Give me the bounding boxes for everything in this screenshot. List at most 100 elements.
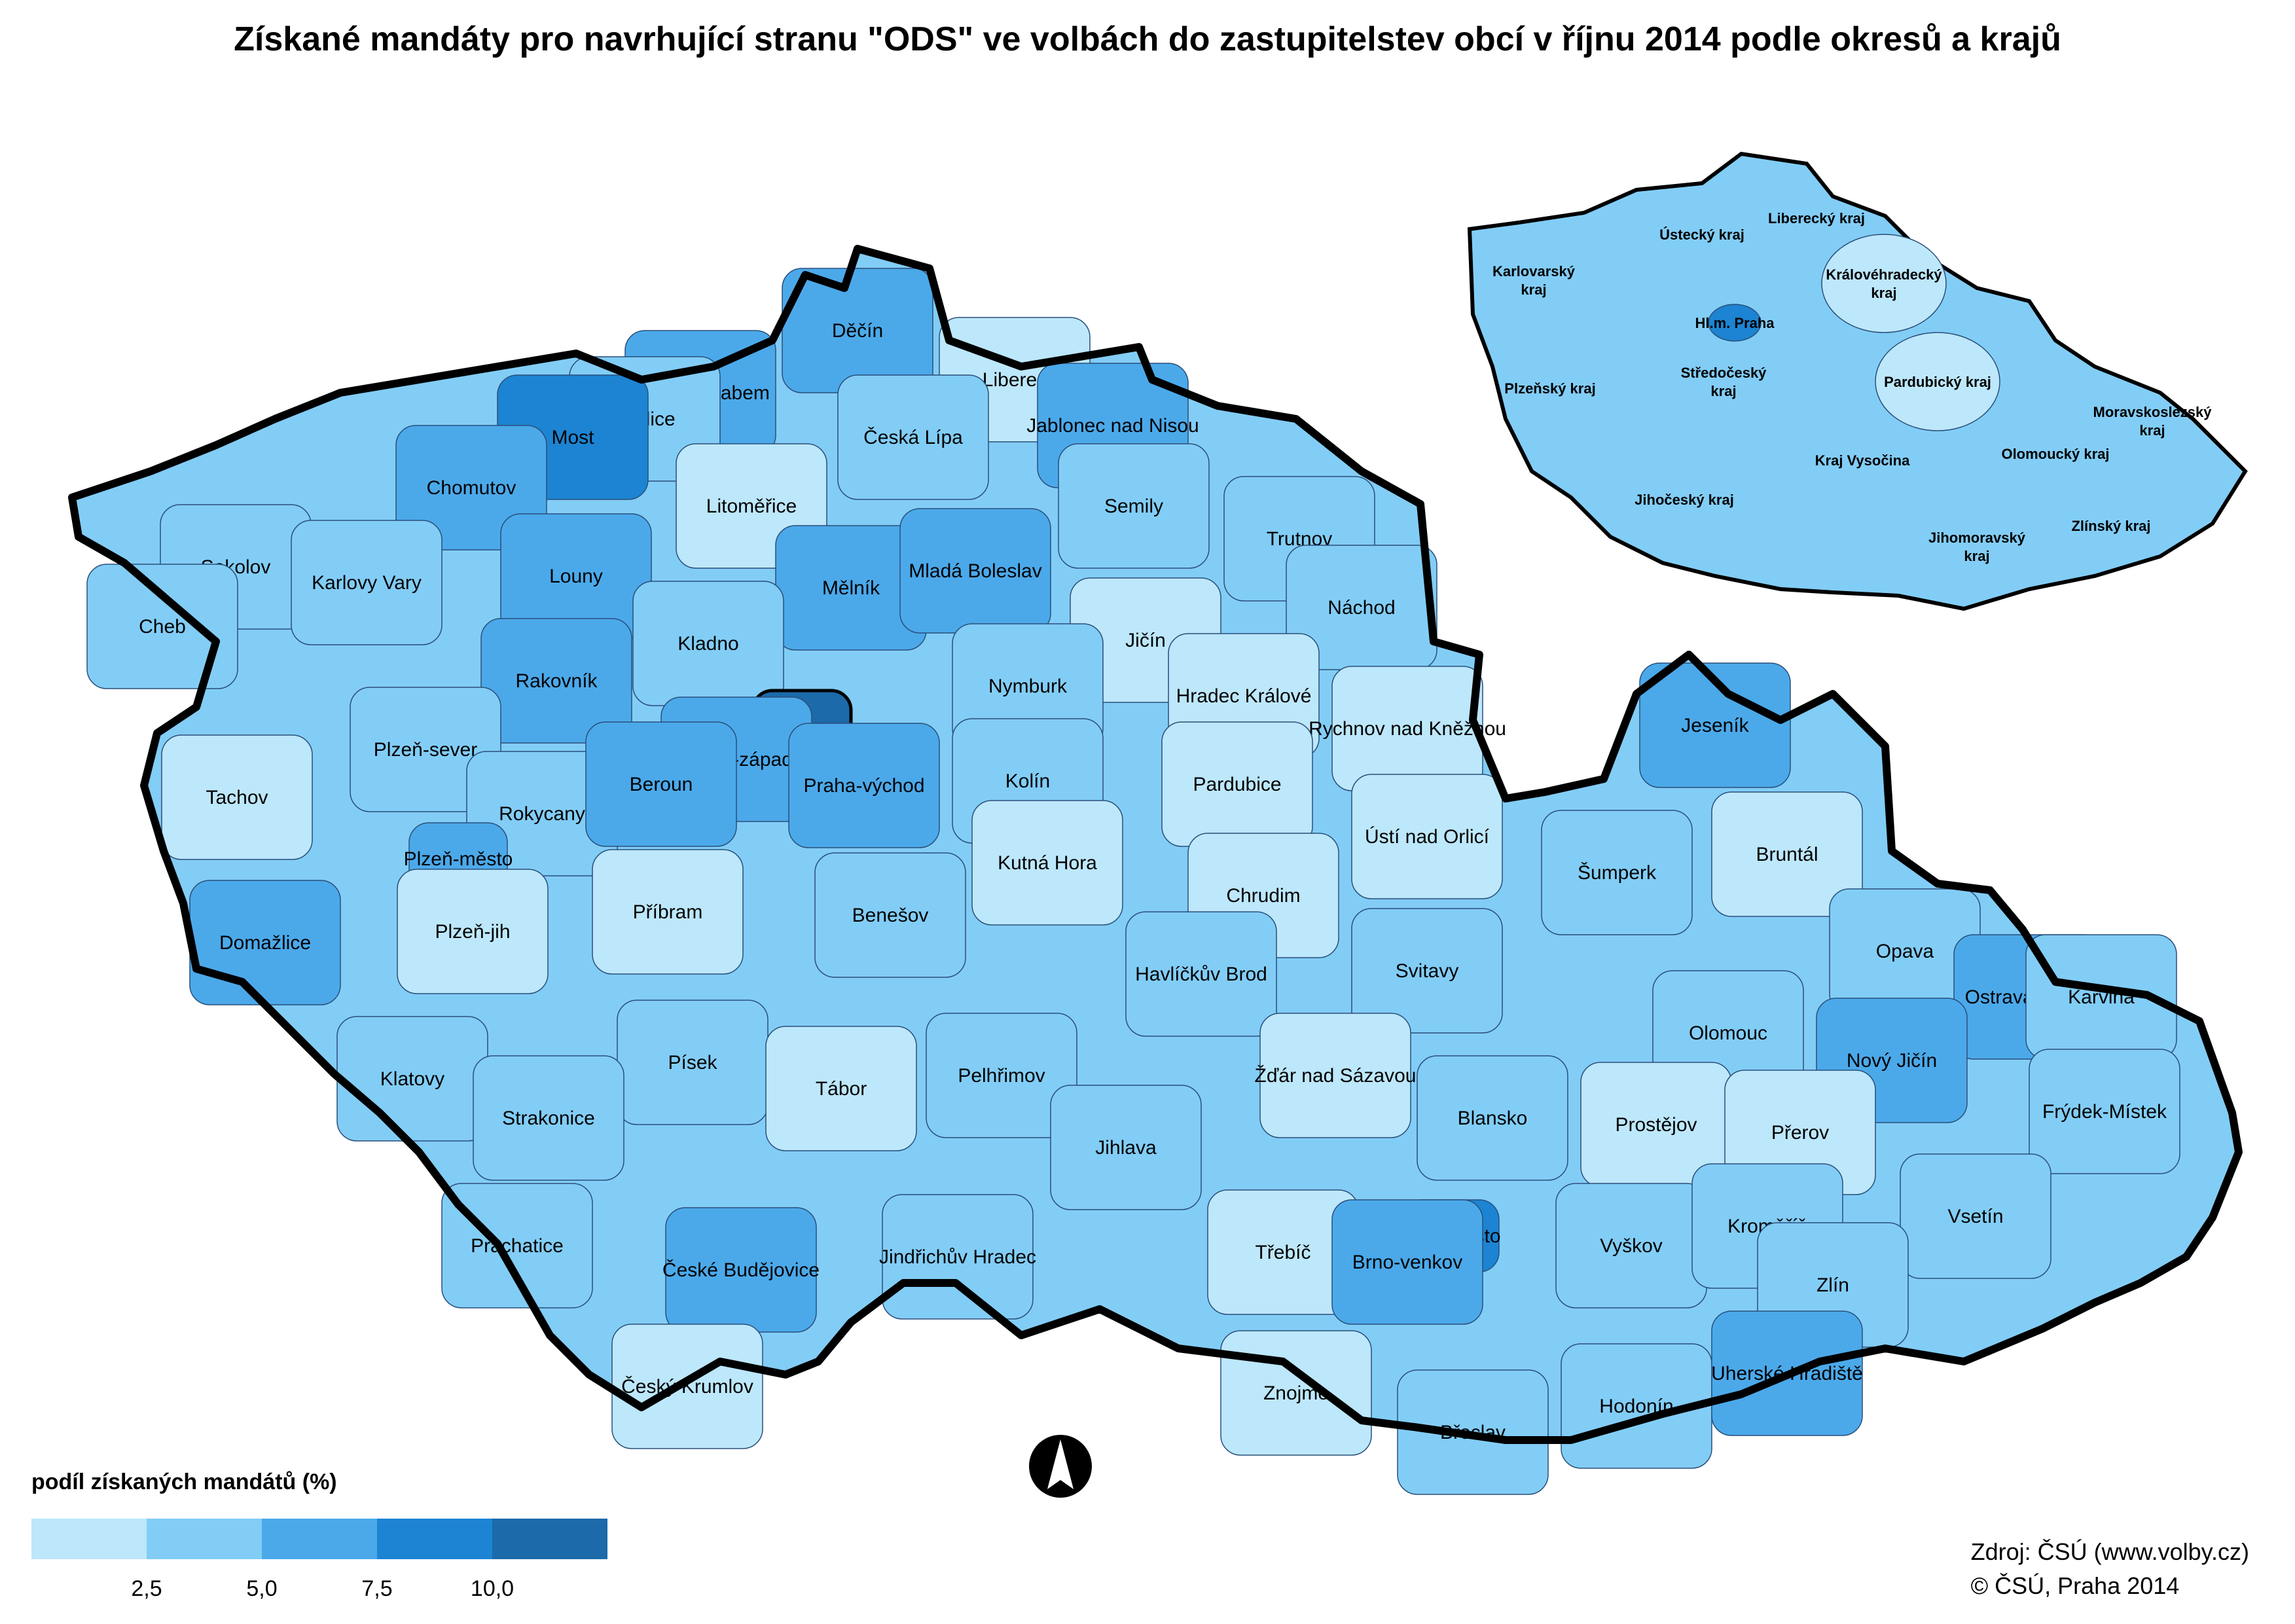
district-blansko[interactable]: Blansko bbox=[1417, 1055, 1568, 1181]
district-label: Most bbox=[551, 427, 594, 448]
district-jindřichův-hradec[interactable]: Jindřichův Hradec bbox=[879, 1194, 1036, 1320]
district-area bbox=[1711, 791, 1863, 917]
district-beroun[interactable]: Beroun bbox=[585, 721, 737, 847]
district-label: Kutná Hora bbox=[998, 852, 1097, 874]
district-svitavy[interactable]: Svitavy bbox=[1351, 908, 1503, 1034]
district-benešov[interactable]: Benešov bbox=[814, 852, 966, 978]
district-třebíč[interactable]: Třebíč bbox=[1207, 1189, 1359, 1315]
district-frýdek-místek[interactable]: Frýdek-Místek bbox=[2029, 1049, 2180, 1174]
district-žďár-nad-sázavou[interactable]: Žďár nad Sázavou bbox=[1255, 1013, 1417, 1138]
district-mladá-boleslav[interactable]: Mladá Boleslav bbox=[899, 508, 1051, 634]
district-label: Přerov bbox=[1771, 1122, 1829, 1144]
region-8[interactable]: Moravskoslezský kraj bbox=[2093, 404, 2213, 439]
district-label: Praha-východ bbox=[803, 775, 924, 797]
district-mělník[interactable]: Mělník bbox=[775, 525, 927, 651]
district-label: Náchod bbox=[1328, 597, 1395, 619]
source-note: Zdroj: ČSÚ (www.volby.cz) © ČSÚ, Praha 2… bbox=[1971, 1535, 2249, 1603]
source-line: Zdroj: ČSÚ (www.volby.cz) bbox=[1970, 1538, 2249, 1565]
region-11[interactable]: Jihočeský kraj bbox=[1635, 492, 1734, 508]
region-label: Hl.m. Praha bbox=[1695, 315, 1775, 331]
region-label: Moravskoslezský kraj bbox=[2093, 404, 2213, 439]
legend-title: podíl získaných mandátů (%) bbox=[31, 1470, 337, 1494]
district-tábor[interactable]: Tábor bbox=[765, 1026, 917, 1151]
region-area bbox=[1708, 304, 1762, 342]
district-area bbox=[1259, 1013, 1411, 1138]
district-vsetín[interactable]: Vsetín bbox=[1900, 1153, 2051, 1279]
region-2[interactable]: Liberecký kraj bbox=[1768, 210, 1865, 226]
district-label: Svitavy bbox=[1396, 960, 1459, 982]
region-13[interactable]: Zlínský kraj bbox=[2071, 518, 2150, 534]
district-děčín[interactable]: Děčín bbox=[782, 268, 933, 393]
district-cheb[interactable]: Cheb bbox=[86, 564, 238, 689]
district-pardubice[interactable]: Pardubice bbox=[1161, 721, 1313, 847]
district-praha-východ[interactable]: Praha-východ bbox=[788, 723, 940, 848]
district-strakonice[interactable]: Strakonice bbox=[473, 1055, 624, 1181]
district-česká-lípa[interactable]: Česká Lípa bbox=[837, 374, 989, 500]
district-area bbox=[1351, 908, 1503, 1034]
district-plzeň-sever[interactable]: Plzeň-sever bbox=[350, 687, 501, 812]
region-4[interactable]: Hl.m. Praha bbox=[1695, 304, 1775, 342]
district-kutná-hora[interactable]: Kutná Hora bbox=[971, 800, 1123, 926]
district-domažlice[interactable]: Domažlice bbox=[189, 880, 341, 1005]
district-jeseník[interactable]: Jeseník bbox=[1639, 662, 1791, 788]
district-šumperk[interactable]: Šumperk bbox=[1541, 810, 1693, 935]
district-plzeň-jih[interactable]: Plzeň-jih bbox=[397, 869, 549, 994]
district-area bbox=[2029, 1049, 2180, 1174]
district-label: Jičín bbox=[1125, 630, 1166, 651]
district-label: Prostějov bbox=[1615, 1114, 1697, 1136]
district-havlíčkův-brod[interactable]: Havlíčkův Brod bbox=[1125, 911, 1277, 1037]
district-label: Žďár nad Sázavou bbox=[1255, 1065, 1417, 1087]
district-český-krumlov[interactable]: Český Krumlov bbox=[611, 1324, 763, 1449]
district-příbram[interactable]: Příbram bbox=[592, 849, 744, 975]
district-label: Plzeň-město bbox=[404, 848, 513, 870]
district-area bbox=[592, 849, 744, 975]
region-label: Plzeňský kraj bbox=[1504, 380, 1595, 397]
district-area bbox=[1900, 1153, 2051, 1279]
district-brno-venkov[interactable]: Brno-venkov bbox=[1331, 1199, 1483, 1325]
inset-country-outline bbox=[1467, 151, 2248, 611]
region-5[interactable]: Středočeský kraj bbox=[1681, 365, 1767, 399]
legend-color-scale bbox=[31, 1519, 607, 1559]
district-pelhřimov[interactable]: Pelhřimov bbox=[926, 1013, 1077, 1138]
district-area bbox=[473, 1055, 624, 1181]
region-6[interactable]: Pardubický kraj bbox=[1875, 332, 2000, 431]
district-prachatice[interactable]: Prachatice bbox=[441, 1183, 593, 1308]
region-12[interactable]: Jihomoravský kraj bbox=[1928, 530, 2026, 564]
district-kladno[interactable]: Kladno bbox=[632, 581, 784, 706]
district-area bbox=[86, 564, 238, 689]
district-opava[interactable]: Opava bbox=[1829, 888, 1981, 1014]
district-area bbox=[585, 721, 737, 847]
district-vyškov[interactable]: Vyškov bbox=[1555, 1183, 1707, 1308]
district-hodonín[interactable]: Hodonín bbox=[1561, 1343, 1712, 1469]
district-klatovy[interactable]: Klatovy bbox=[336, 1016, 488, 1142]
district-label: Vsetín bbox=[1947, 1206, 2003, 1227]
district-české-budějovice[interactable]: České Budějovice bbox=[662, 1207, 820, 1333]
region-9[interactable]: Olomoucký kraj bbox=[2001, 446, 2109, 462]
north-arrow-icon bbox=[1024, 1430, 1096, 1502]
district-bruntál[interactable]: Bruntál bbox=[1711, 791, 1863, 917]
district-map: DěčínÚstí nad LabemTepliceMostChomutovLi… bbox=[72, 249, 2239, 1495]
region-10[interactable]: Kraj Vysočina bbox=[1815, 452, 1910, 469]
district-rakovník[interactable]: Rakovník bbox=[480, 618, 632, 744]
district-area bbox=[1541, 810, 1693, 935]
district-písek[interactable]: Písek bbox=[617, 1000, 768, 1125]
district-nymburk[interactable]: Nymburk bbox=[952, 623, 1104, 749]
region-3[interactable]: Královéhradecký kraj bbox=[1821, 234, 1947, 333]
district-jihlava[interactable]: Jihlava bbox=[1050, 1085, 1202, 1210]
district-louny[interactable]: Louny bbox=[500, 513, 652, 639]
region-0[interactable]: Karlovarský kraj bbox=[1492, 263, 1576, 298]
district-label: Beroun bbox=[630, 774, 693, 795]
region-1[interactable]: Ústecký kraj bbox=[1659, 226, 1744, 243]
district-semily[interactable]: Semily bbox=[1058, 443, 1210, 569]
region-7[interactable]: Plzeňský kraj bbox=[1504, 380, 1595, 397]
district-ústí-nad-orlicí[interactable]: Ústí nad Orlicí bbox=[1351, 774, 1503, 899]
district-karlovy-vary[interactable]: Karlovy Vary bbox=[291, 520, 443, 645]
district-znojmo[interactable]: Znojmo bbox=[1220, 1330, 1372, 1456]
district-label: Louny bbox=[549, 566, 603, 587]
district-label: Rokycany bbox=[499, 803, 585, 825]
district-label: Ústí nad Orlicí bbox=[1365, 826, 1490, 848]
district-label: Tachov bbox=[206, 787, 268, 808]
district-náchod[interactable]: Náchod bbox=[1286, 545, 1437, 670]
district-label: Frýdek-Místek bbox=[2042, 1101, 2167, 1123]
district-tachov[interactable]: Tachov bbox=[161, 734, 313, 860]
